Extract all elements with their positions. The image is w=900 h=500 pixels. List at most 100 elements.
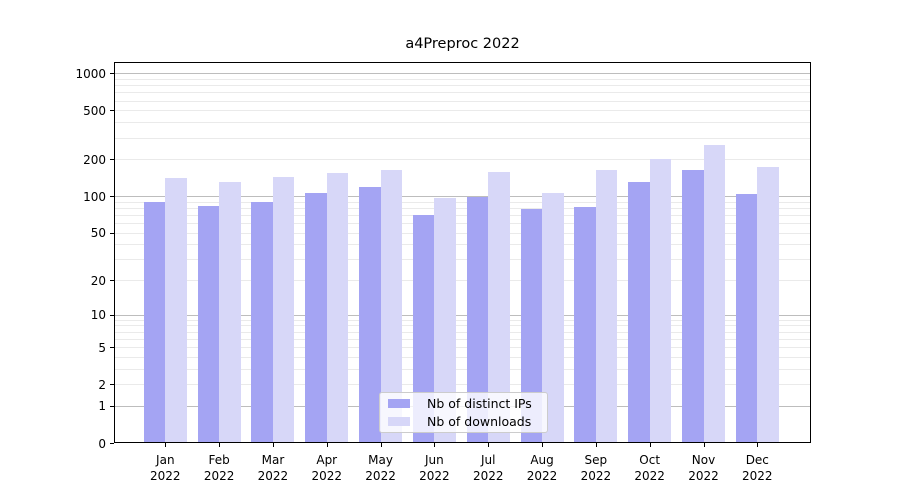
legend-swatch-distinct-ips xyxy=(388,399,410,409)
y-gridline-minor xyxy=(115,85,810,87)
bar-nb-of-distinct-ips-jan-2022 xyxy=(143,201,166,442)
y-tick xyxy=(110,196,114,197)
x-tick-label-aug-2022: Aug 2022 xyxy=(526,453,558,483)
x-tick-label-jul-2022: Jul 2022 xyxy=(472,453,504,483)
y-gridline-minor xyxy=(115,207,810,209)
x-tick-label-jan-2022: Jan 2022 xyxy=(150,453,181,483)
y-gridline-minor xyxy=(115,325,810,327)
y-tick xyxy=(110,384,114,386)
bar-nb-of-downloads-feb-2022 xyxy=(219,181,241,442)
bar-nb-of-downloads-sep-2022 xyxy=(595,169,618,442)
legend-label-distinct-ips: Nb of distinct IPs xyxy=(427,396,532,412)
y-tick-label: 0 xyxy=(98,436,106,451)
y-tick xyxy=(110,443,114,444)
x-tick xyxy=(219,443,221,447)
y-tick-label: 20 xyxy=(90,273,106,288)
y-gridline-major xyxy=(115,196,810,197)
y-gridline-minor xyxy=(115,347,810,349)
x-tick xyxy=(165,443,167,447)
x-tick-label-sep-2022: Sep 2022 xyxy=(580,453,612,483)
x-tick-label-feb-2022: Feb 2022 xyxy=(203,453,235,483)
y-gridline-minor xyxy=(115,259,810,261)
bar-nb-of-distinct-ips-nov-2022 xyxy=(682,170,704,442)
y-gridline-minor xyxy=(115,92,810,94)
y-tick xyxy=(110,232,114,234)
bar-nb-of-distinct-ips-mar-2022 xyxy=(251,201,273,442)
bar-nb-of-distinct-ips-may-2022 xyxy=(359,186,381,442)
x-tick xyxy=(488,443,490,447)
y-tick xyxy=(110,73,114,75)
bar-nb-of-distinct-ips-apr-2022 xyxy=(305,193,327,442)
y-tick xyxy=(110,110,114,112)
y-gridline-minor xyxy=(115,232,810,234)
y-gridline-minor xyxy=(115,137,810,139)
x-tick-label-may-2022: May 2022 xyxy=(365,453,396,483)
bar-nb-of-distinct-ips-feb-2022 xyxy=(197,205,220,442)
legend-swatch-downloads xyxy=(388,416,410,426)
bar-nb-of-downloads-jan-2022 xyxy=(165,177,187,442)
bar-nb-of-downloads-oct-2022 xyxy=(649,159,672,442)
y-tick-label: 10 xyxy=(90,308,106,323)
bar-nb-of-downloads-apr-2022 xyxy=(326,173,349,442)
y-tick-label: 5 xyxy=(98,340,106,355)
y-gridline-minor xyxy=(115,384,810,386)
y-gridline-minor xyxy=(115,338,810,340)
bar-nb-of-downloads-dec-2022 xyxy=(757,166,779,442)
bar-nb-of-distinct-ips-oct-2022 xyxy=(628,182,650,442)
chart-title: a4Preproc 2022 xyxy=(405,36,520,52)
y-gridline-minor xyxy=(115,100,810,102)
plot-area xyxy=(114,62,811,443)
y-gridline-minor xyxy=(115,331,810,333)
y-tick-label: 100 xyxy=(83,189,106,204)
x-tick-label-oct-2022: Oct 2022 xyxy=(634,453,665,483)
y-gridline-minor xyxy=(115,159,810,161)
y-gridline-minor xyxy=(115,122,810,124)
y-gridline-minor xyxy=(115,280,810,282)
y-tick-label: 500 xyxy=(83,103,106,118)
bar-nb-of-downloads-aug-2022 xyxy=(542,192,564,442)
bar-nb-of-distinct-ips-aug-2022 xyxy=(520,209,543,442)
x-tick-label-apr-2022: Apr 2022 xyxy=(311,453,343,483)
y-tick xyxy=(110,280,114,282)
x-tick xyxy=(326,443,328,447)
bar-nb-of-downloads-mar-2022 xyxy=(272,177,295,442)
y-gridline-minor xyxy=(115,78,810,80)
bar-nb-of-downloads-may-2022 xyxy=(380,170,403,442)
y-gridline-major xyxy=(115,73,810,75)
bar-nb-of-distinct-ips-sep-2022 xyxy=(574,207,596,442)
bar-nb-of-distinct-ips-dec-2022 xyxy=(735,193,758,442)
x-tick xyxy=(434,443,436,447)
y-tick xyxy=(110,159,114,161)
y-gridline-minor xyxy=(115,244,810,246)
y-tick xyxy=(110,405,114,407)
x-tick-label-dec-2022: Dec 2022 xyxy=(742,453,773,483)
y-tick-label: 1000 xyxy=(75,66,106,81)
x-tick xyxy=(380,443,382,447)
y-gridline-minor xyxy=(115,368,810,370)
x-tick-label-mar-2022: Mar 2022 xyxy=(257,453,289,483)
bar-nb-of-downloads-nov-2022 xyxy=(703,144,725,442)
legend-label-downloads: Nb of downloads xyxy=(427,413,532,429)
y-gridline-minor xyxy=(115,222,810,224)
y-tick-label: 200 xyxy=(83,152,106,167)
x-tick xyxy=(272,443,274,447)
y-tick-label: 50 xyxy=(90,226,106,241)
y-gridline-minor xyxy=(115,356,810,358)
legend-item-downloads: Nb of downloads xyxy=(386,413,541,431)
x-tick xyxy=(649,443,651,447)
y-gridline-minor xyxy=(115,110,810,112)
x-tick-label-jun-2022: Jun 2022 xyxy=(419,453,450,483)
x-tick xyxy=(703,443,705,447)
bar-nb-of-distinct-ips-jul-2022 xyxy=(466,196,489,442)
y-tick-label: 1 xyxy=(98,399,106,414)
bar-nb-of-downloads-jun-2022 xyxy=(434,198,456,442)
bar-nb-of-downloads-jul-2022 xyxy=(488,171,510,442)
x-tick xyxy=(757,443,759,447)
x-tick xyxy=(542,443,544,447)
y-tick xyxy=(110,347,114,349)
y-gridline-minor xyxy=(115,201,810,203)
y-tick-label: 2 xyxy=(98,377,106,392)
x-tick-label-nov-2022: Nov 2022 xyxy=(688,453,719,483)
x-tick xyxy=(595,443,597,447)
